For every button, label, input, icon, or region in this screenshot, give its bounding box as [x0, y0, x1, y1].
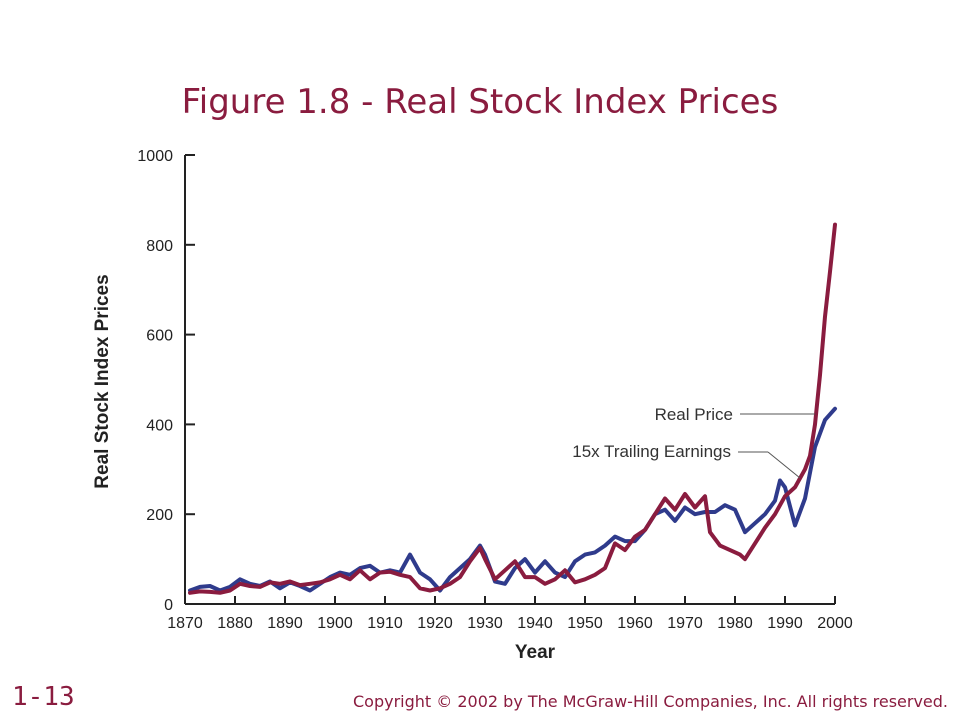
slide-title: Figure 1.8 - Real Stock Index Prices — [181, 82, 779, 122]
slide-number: 1-13 — [12, 682, 75, 712]
x-tick-label: 1890 — [267, 615, 303, 632]
x-tick-label: 1950 — [567, 615, 603, 632]
series-label-trailing-earnings: 15x Trailing Earnings — [572, 442, 731, 461]
x-tick-label: 1870 — [167, 615, 203, 632]
x-tick-label: 1880 — [217, 615, 253, 632]
x-tick-label: 1910 — [367, 615, 403, 632]
y-axis-title: Real Stock Index Prices — [92, 274, 113, 488]
x-tick-label: 1930 — [467, 615, 503, 632]
x-tick-label: 1980 — [717, 615, 753, 632]
chart-annotations: Real Price 15x Trailing Earnings — [572, 405, 815, 479]
x-tick-label: 1900 — [317, 615, 353, 632]
x-tick-label: 1960 — [617, 615, 653, 632]
x-axis-title: Year — [515, 642, 556, 663]
x-tick-label: 1920 — [417, 615, 453, 632]
y-tick-label: 800 — [146, 238, 173, 255]
y-tick-label: 600 — [146, 328, 173, 345]
x-tick-label: 2000 — [817, 615, 853, 632]
y-tick-label: 400 — [146, 417, 173, 434]
chart-axes: 0 200 400 600 800 1000 1870 1880 1890 1900 1910 192… — [92, 148, 853, 663]
copyright-notice: Copyright © 2002 by The McGraw-Hill Comp… — [353, 692, 948, 711]
y-tick-label: 200 — [146, 507, 173, 524]
series-label-real-price: Real Price — [655, 405, 733, 424]
series-line-real-price — [188, 222, 837, 595]
x-tick-label: 1940 — [517, 615, 553, 632]
x-tick-label: 1990 — [767, 615, 803, 632]
x-tick-label: 1970 — [667, 615, 703, 632]
y-tick-label: 0 — [164, 597, 173, 614]
y-tick-label: 1000 — [137, 148, 173, 165]
chart-series-lines — [188, 222, 837, 595]
leader-line-trailing-earnings-diagonal — [767, 451, 801, 479]
